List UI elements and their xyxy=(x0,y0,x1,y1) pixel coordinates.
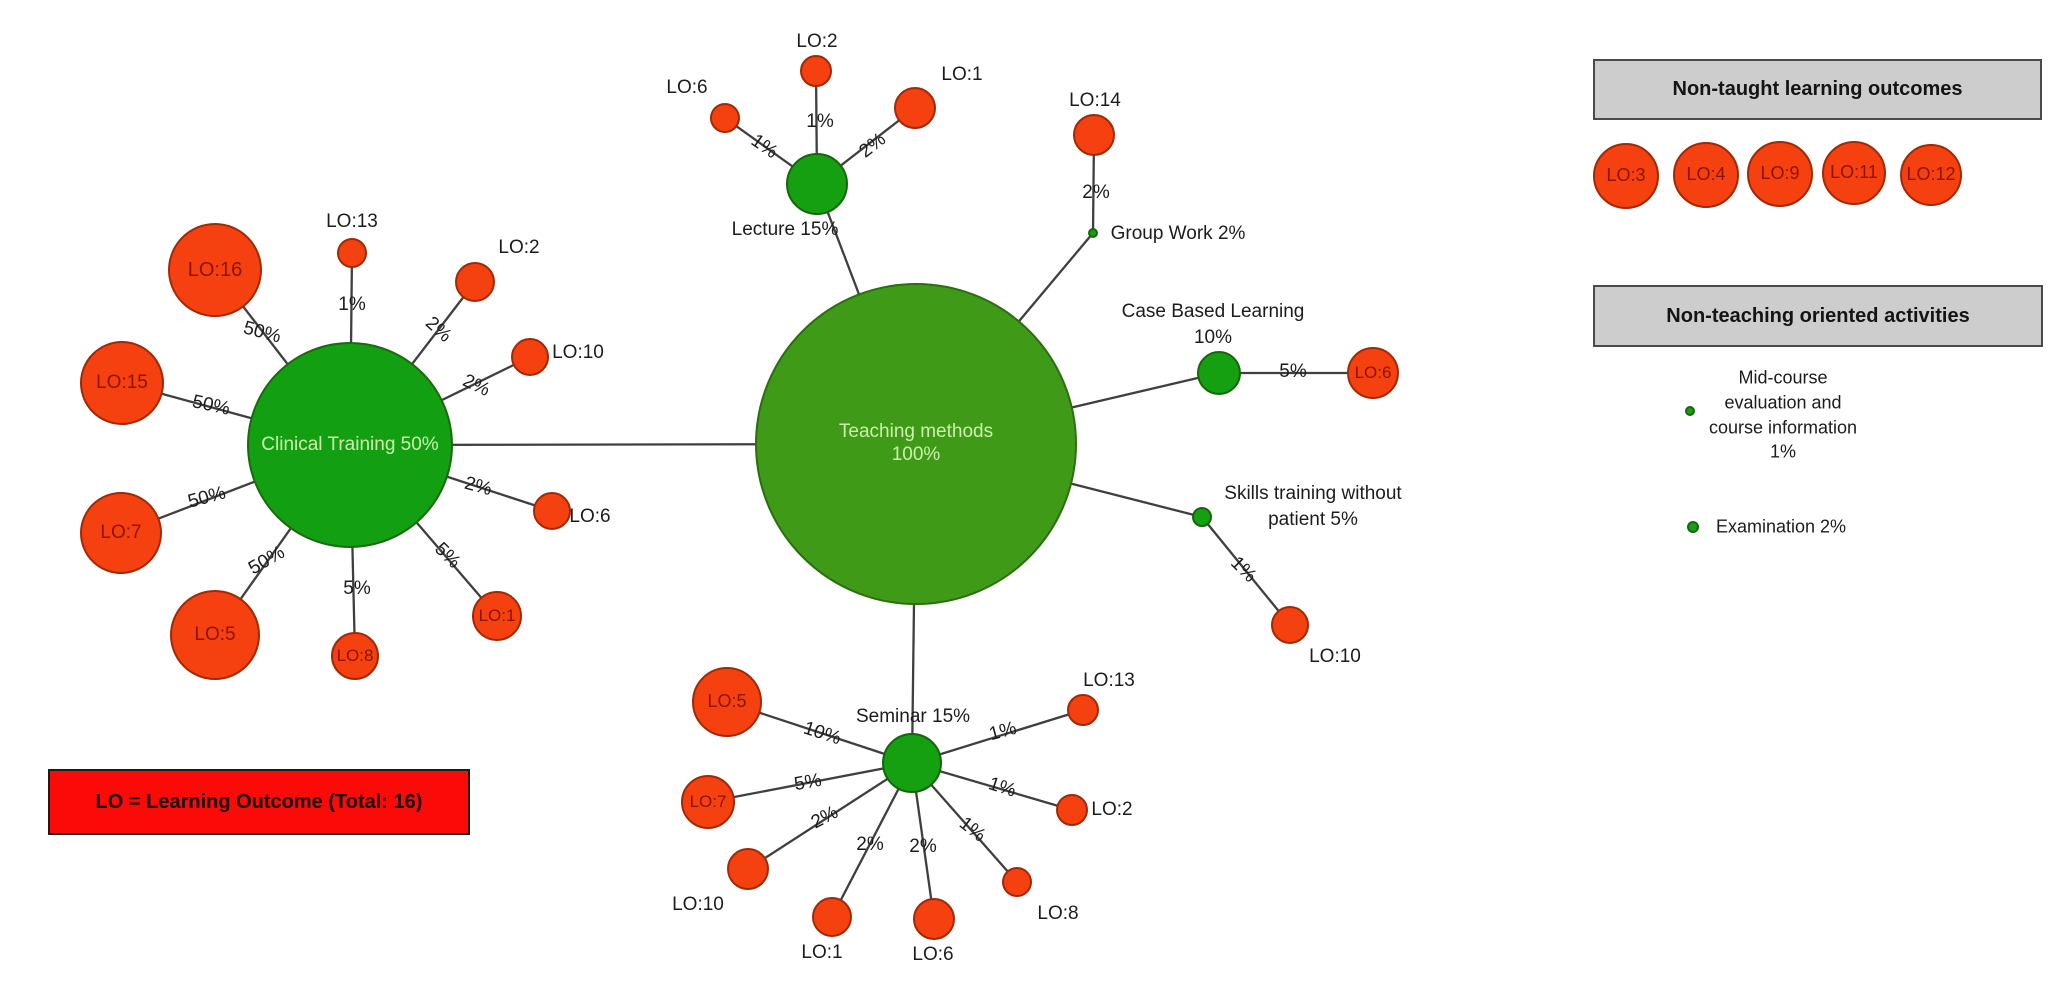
non-taught-circle-LO9: LO:9 xyxy=(1747,141,1813,207)
node-groupwork-label: Group Work 2% xyxy=(1110,222,1246,244)
node-s_lo13-label: LO:13 xyxy=(1083,669,1135,691)
non-teaching-header: Non-teaching oriented activities xyxy=(1593,285,2043,347)
percent-label: 5% xyxy=(792,769,824,796)
node-s_lo6 xyxy=(913,898,955,940)
non-taught-circle-LO11: LO:11 xyxy=(1822,141,1886,205)
node-casebased xyxy=(1197,351,1241,395)
node-skills-label: Skills training without patient 5% xyxy=(1224,482,1402,530)
node-s_lo13 xyxy=(1067,694,1099,726)
node-c_lo10-label: LO:10 xyxy=(552,341,604,363)
node-c_lo13 xyxy=(337,238,367,268)
node-l_lo1 xyxy=(894,87,936,129)
percent-label: 5% xyxy=(343,578,371,599)
node-s_lo2 xyxy=(1056,794,1088,826)
percent-label: 2% xyxy=(856,834,884,855)
legend-box: LO = Learning Outcome (Total: 16) xyxy=(48,769,470,835)
node-groupwork xyxy=(1088,228,1098,238)
node-s_lo5: LO:5 xyxy=(692,667,762,737)
node-s_lo2-label: LO:2 xyxy=(1091,798,1133,820)
node-c_lo6-label: LO:6 xyxy=(569,505,611,527)
node-c_lo8: LO:8 xyxy=(331,632,379,680)
node-c_lo2 xyxy=(455,262,495,302)
node-l_lo6 xyxy=(710,103,740,133)
node-sk_lo10 xyxy=(1271,606,1309,644)
node-s_lo8-label: LO:8 xyxy=(1037,902,1079,924)
node-s_lo10-label: LO:10 xyxy=(672,893,724,915)
node-c_lo15: LO:15 xyxy=(80,341,164,425)
node-g_lo14 xyxy=(1073,114,1115,156)
non-taught-header: Non-taught learning outcomes xyxy=(1593,59,2042,120)
node-c_lo2-label: LO:2 xyxy=(498,236,540,258)
activity-label-1: Examination 2% xyxy=(1715,516,1847,537)
activity-dot-1 xyxy=(1687,521,1699,533)
node-s_lo10 xyxy=(727,848,769,890)
node-seminar xyxy=(882,733,942,793)
edge-seminar-s_lo10 xyxy=(747,762,913,870)
node-s_lo8 xyxy=(1002,867,1032,897)
node-c_lo1: LO:1 xyxy=(472,591,522,641)
node-casebased-label: Case Based Learning 10% xyxy=(1121,300,1305,348)
node-lecture xyxy=(786,153,848,215)
percent-label: 5% xyxy=(1279,361,1307,382)
node-l_lo2 xyxy=(800,55,832,87)
edge-seminar-s_lo7 xyxy=(707,761,913,804)
node-cb_lo6: LO:6 xyxy=(1347,347,1399,399)
node-skills xyxy=(1192,507,1212,527)
node-l_lo1-label: LO:1 xyxy=(941,63,983,85)
node-c_lo16: LO:16 xyxy=(168,223,262,317)
node-l_lo2-label: LO:2 xyxy=(796,30,838,52)
percent-label: 1% xyxy=(806,111,834,132)
node-teaching: Teaching methods 100% xyxy=(755,283,1077,605)
non-taught-circle-LO4: LO:4 xyxy=(1673,142,1739,208)
node-s_lo7: LO:7 xyxy=(681,775,735,829)
activity-dot-0 xyxy=(1685,406,1695,416)
node-c_lo13-label: LO:13 xyxy=(326,210,378,232)
percent-label: 2% xyxy=(909,836,937,857)
percent-label: 2% xyxy=(1082,182,1110,203)
node-c_lo7: LO:7 xyxy=(80,492,162,574)
edge-skills-sk_lo10 xyxy=(1201,516,1291,626)
node-s_lo1 xyxy=(812,897,852,937)
non-taught-circle-LO12: LO:12 xyxy=(1900,144,1962,206)
node-s_lo6-label: LO:6 xyxy=(912,943,954,965)
percent-label: 1% xyxy=(338,294,366,315)
node-c_lo6 xyxy=(533,492,571,530)
node-seminar-label: Seminar 15% xyxy=(855,705,971,727)
node-sk_lo10-label: LO:10 xyxy=(1309,645,1361,667)
node-c_lo10 xyxy=(511,338,549,376)
node-clinical: Clinical Training 50% xyxy=(247,342,453,548)
node-c_lo5: LO:5 xyxy=(170,590,260,680)
node-s_lo1-label: LO:1 xyxy=(801,941,843,963)
non-taught-circle-LO3: LO:3 xyxy=(1593,143,1659,209)
node-lecture-label: Lecture 15% xyxy=(731,218,839,240)
activity-label-0: Mid-course evaluation and course informa… xyxy=(1708,367,1858,462)
node-l_lo6-label: LO:6 xyxy=(666,76,708,98)
node-g_lo14-label: LO:14 xyxy=(1069,89,1121,111)
